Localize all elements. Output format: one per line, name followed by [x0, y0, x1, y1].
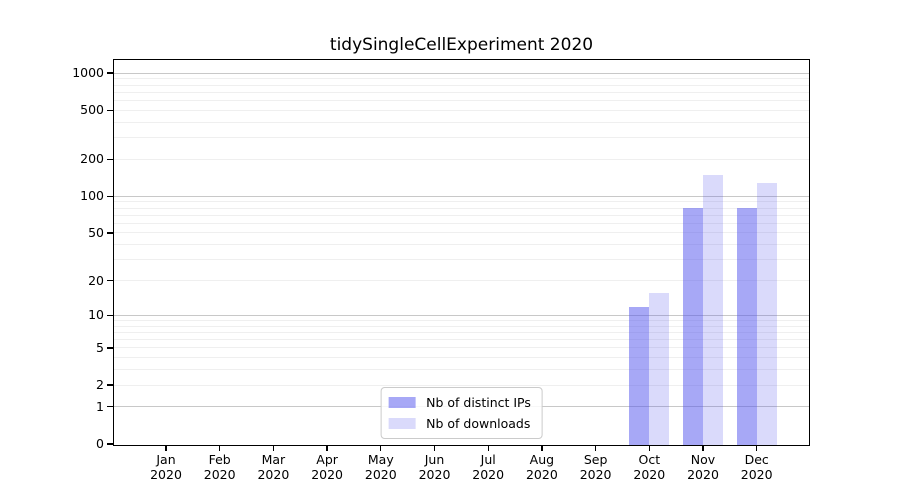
y-tick-label: 0 [96, 436, 104, 451]
y-tick-label: 10 [88, 307, 104, 323]
bar-distinct-ips [629, 307, 650, 445]
x-tick-label: Jul 2020 [472, 452, 505, 482]
minor-gridline [114, 207, 809, 209]
x-tick-mark [702, 446, 704, 451]
y-tick-mark [107, 279, 113, 282]
minor-gridline [114, 137, 809, 139]
minor-gridline [114, 325, 809, 327]
y-tick-mark [107, 443, 113, 445]
legend: Nb of distinct IPs Nb of downloads [380, 387, 543, 439]
x-tick-label: Jun 2020 [418, 452, 451, 482]
x-tick-label: Oct 2020 [633, 452, 666, 482]
x-tick-mark [541, 446, 543, 451]
bar-distinct-ips [683, 207, 703, 445]
y-tick-mark [107, 347, 113, 349]
x-tick-label: Dec 2020 [740, 452, 773, 482]
major-gridline [114, 72, 809, 74]
minor-gridline [114, 319, 809, 321]
x-tick-mark [326, 446, 328, 451]
minor-gridline [114, 339, 809, 341]
y-tick-mark [107, 232, 113, 234]
major-gridline [114, 195, 809, 197]
y-tick-label: 20 [88, 272, 104, 288]
x-tick-mark [594, 446, 597, 451]
x-tick-label: Nov 2020 [687, 452, 719, 482]
x-tick-mark [756, 446, 758, 451]
plot-area: Nb of distinct IPs Nb of downloads [113, 59, 810, 446]
bar-downloads [649, 292, 670, 445]
minor-gridline [114, 232, 809, 234]
minor-gridline [114, 201, 809, 203]
y-tick-mark [107, 195, 113, 197]
legend-item-distinct-ips: Nb of distinct IPs [388, 395, 531, 410]
y-tick-mark [107, 72, 113, 74]
legend-label-distinct-ips: Nb of distinct IPs [426, 395, 531, 410]
x-tick-mark [433, 446, 436, 451]
y-tick-label: 500 [80, 102, 104, 118]
minor-gridline [114, 91, 809, 93]
bar-downloads [756, 182, 777, 445]
minor-gridline [114, 280, 809, 282]
y-tick-label: 5 [96, 339, 104, 355]
bar-distinct-ips [736, 208, 757, 445]
x-tick-label: May 2020 [364, 452, 397, 482]
y-tick-mark [107, 314, 113, 316]
y-tick-label: 2 [96, 377, 104, 393]
minor-gridline [114, 84, 809, 86]
y-tick-mark [107, 158, 113, 160]
x-tick-label: Sep 2020 [579, 452, 612, 482]
x-tick-label: Feb 2020 [203, 452, 236, 482]
x-tick-mark [219, 446, 221, 451]
gridlines-layer [114, 60, 809, 445]
y-tick-label: 1000 [72, 65, 104, 81]
bars-layer [114, 60, 809, 445]
y-tick-mark [107, 406, 113, 408]
x-tick-mark [380, 446, 382, 451]
minor-gridline [114, 357, 809, 359]
y-tick-label: 100 [80, 188, 104, 204]
minor-gridline [114, 331, 809, 333]
x-tick-mark [272, 446, 275, 451]
x-tick-label: Jan 2020 [150, 452, 182, 482]
minor-gridline [114, 158, 809, 160]
minor-gridline [114, 100, 809, 102]
legend-swatch-distinct-ips [388, 397, 416, 408]
x-tick-label: Apr 2020 [311, 452, 343, 482]
y-tick-label: 200 [80, 151, 104, 167]
x-tick-label: Mar 2020 [257, 452, 290, 482]
minor-gridline [114, 369, 809, 371]
minor-gridline [114, 347, 809, 349]
minor-gridline [114, 384, 809, 386]
minor-gridline [114, 78, 809, 80]
minor-gridline [114, 222, 809, 224]
y-tick-mark [107, 109, 113, 111]
minor-gridline [114, 259, 809, 261]
legend-swatch-downloads [388, 418, 416, 429]
legend-label-downloads: Nb of downloads [426, 416, 531, 431]
y-tick-label: 1 [96, 398, 104, 414]
x-tick-mark [648, 446, 650, 451]
y-tick-mark [107, 384, 113, 386]
minor-gridline [114, 109, 809, 111]
x-tick-mark [487, 446, 489, 451]
y-tick-label: 50 [88, 224, 104, 240]
major-gridline [114, 314, 809, 316]
legend-item-downloads: Nb of downloads [388, 416, 531, 431]
minor-gridline [114, 121, 809, 123]
x-tick-mark [165, 446, 167, 451]
x-tick-label: Aug 2020 [525, 452, 558, 482]
minor-gridline [114, 244, 809, 246]
minor-gridline [114, 214, 809, 216]
chart-title: tidySingleCellExperiment 2020 [329, 35, 594, 55]
bar-downloads [703, 174, 723, 445]
